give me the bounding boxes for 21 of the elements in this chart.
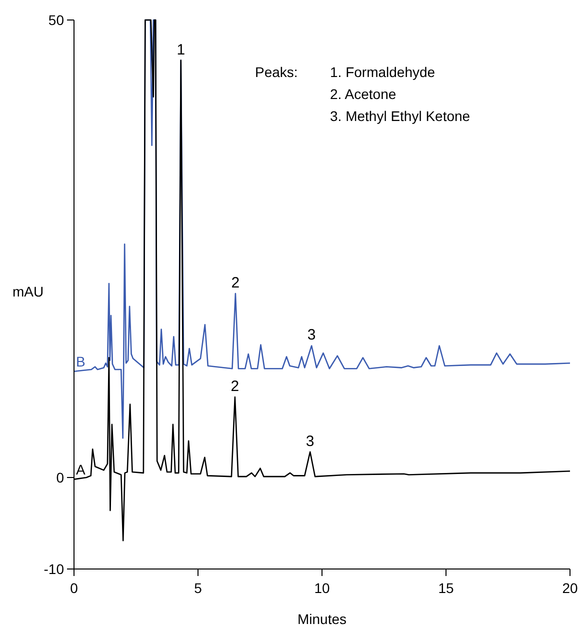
x-tick-label: 20 xyxy=(562,580,578,596)
annotation: 2. Acetone xyxy=(330,86,396,102)
y-axis-title: mAU xyxy=(12,284,44,300)
annotation: 3 xyxy=(306,432,314,450)
x-tick-label: 5 xyxy=(194,580,202,596)
annotation: 1. Formaldehyde xyxy=(330,64,436,80)
x-tick-label: 15 xyxy=(438,580,454,596)
x-tick-label: 10 xyxy=(314,580,330,596)
x-tick-label: 0 xyxy=(70,580,78,596)
series-label: B xyxy=(76,353,86,370)
y-tick-label: 0 xyxy=(56,469,64,486)
y-tick-label: -10 xyxy=(44,560,64,577)
series-label: A xyxy=(76,461,86,478)
annotation: 3. Methyl Ethyl Ketone xyxy=(330,108,470,124)
annotation: 3 xyxy=(307,326,316,344)
annotation: 2 xyxy=(231,274,240,292)
annotation: 1 xyxy=(176,41,186,58)
y-tick-label: 50 xyxy=(48,12,64,28)
annotation: Peaks: xyxy=(255,64,298,80)
annotation: 2 xyxy=(230,378,240,395)
x-axis-title: Minutes xyxy=(297,611,347,627)
